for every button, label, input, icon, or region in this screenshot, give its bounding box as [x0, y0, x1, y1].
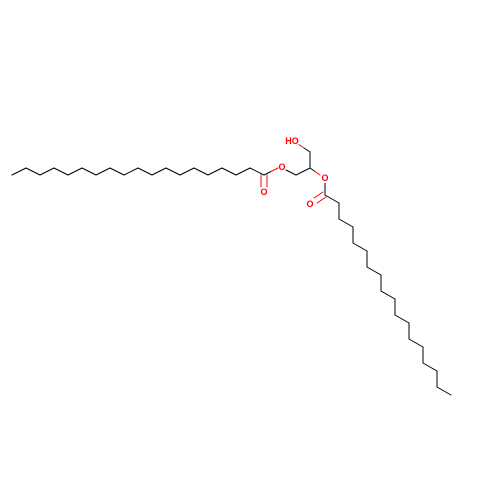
bond [409, 339, 423, 347]
bond [304, 148, 310, 152]
bond [314, 192, 323, 198]
bond [236, 168, 250, 175]
bond [194, 168, 208, 175]
bond [208, 168, 222, 175]
atom-label: O [321, 173, 328, 183]
bond [298, 144, 304, 148]
bond [166, 168, 180, 175]
bond [353, 243, 367, 251]
bond [68, 168, 82, 175]
bond [40, 168, 54, 175]
bond [110, 168, 124, 175]
bond [82, 168, 96, 175]
bond [264, 172, 271, 176]
bond [367, 267, 381, 275]
atom-label: O [306, 199, 313, 209]
bond [423, 363, 437, 371]
atom-label: O [278, 162, 285, 172]
molecule-canvas: O O HO O O [0, 0, 500, 500]
bond [296, 168, 310, 175]
bond [310, 168, 315, 172]
bond [325, 195, 339, 203]
bond [286, 170, 296, 175]
bond [437, 387, 451, 395]
bond [124, 168, 138, 175]
bond [317, 197, 326, 203]
bond [222, 168, 236, 175]
bond [54, 168, 68, 175]
bond [381, 291, 395, 299]
bond [339, 219, 353, 227]
bond [315, 172, 320, 176]
bond [395, 315, 409, 323]
bond [96, 168, 110, 175]
bond [152, 168, 166, 175]
bond [26, 168, 40, 175]
bond [138, 168, 152, 175]
bond [271, 168, 278, 172]
atom-label: O [260, 187, 267, 197]
bond [180, 168, 194, 175]
bond [12, 168, 26, 175]
bond [250, 168, 264, 175]
atom-label: HO [285, 136, 299, 146]
